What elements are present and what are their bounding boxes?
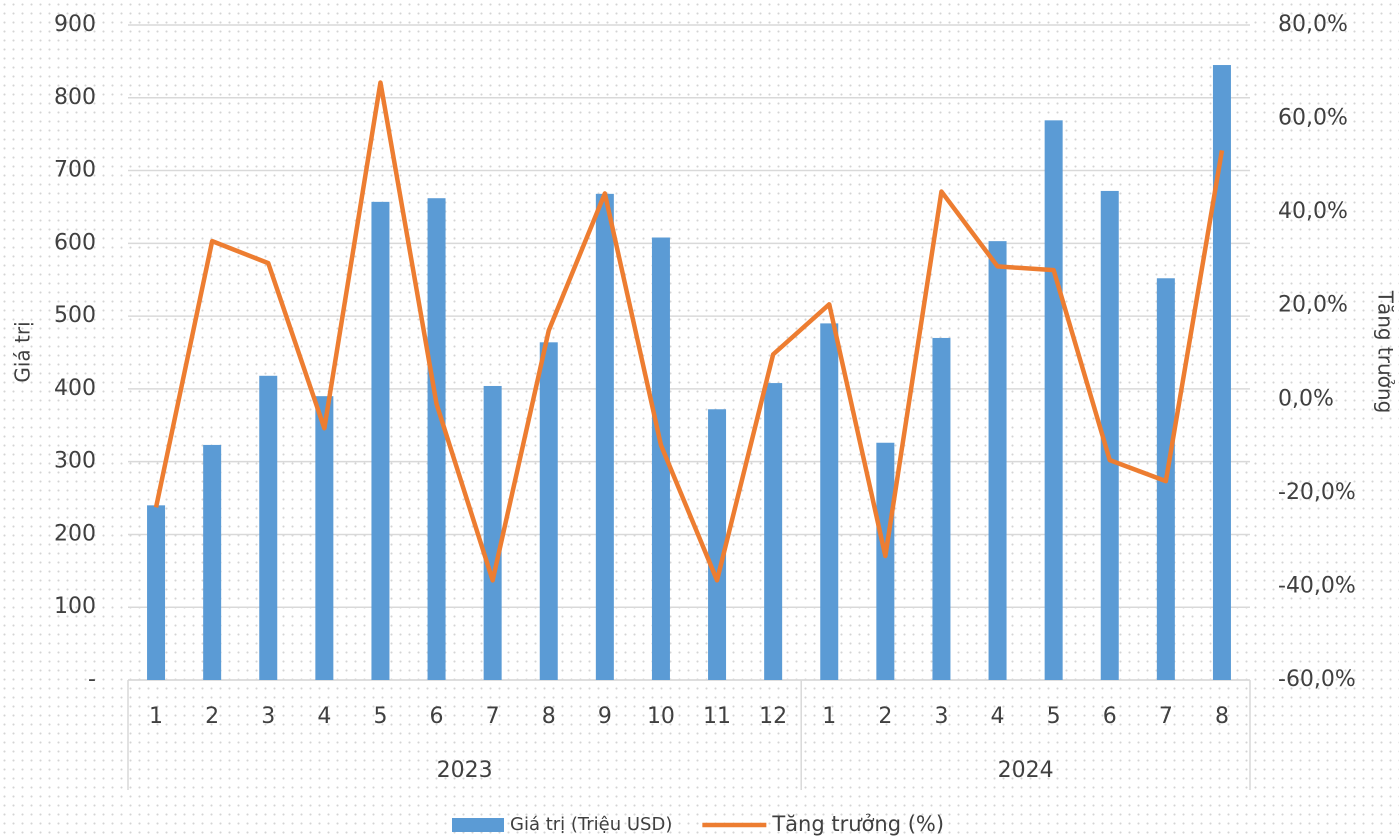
bar [708, 409, 727, 680]
x-tick-label: 5 [1047, 704, 1061, 729]
y2-tick-label: 20,0% [1278, 293, 1348, 318]
x-tick-label: 4 [317, 704, 331, 729]
x-group-label: 2023 [437, 758, 493, 783]
y-tick-label: 700 [54, 158, 96, 183]
legend-label: Tăng trưởng (%) [771, 812, 944, 836]
y-tick-label: 600 [54, 230, 96, 255]
x-tick-label: 6 [430, 704, 444, 729]
y2-tick-label: -40,0% [1278, 573, 1356, 598]
x-tick-label: 8 [1215, 704, 1229, 729]
bar [932, 337, 951, 680]
bar [764, 383, 783, 680]
bar [315, 396, 334, 680]
x-tick-label: 9 [598, 704, 612, 729]
x-tick-label: 11 [703, 704, 731, 729]
x-tick-label: 1 [822, 704, 836, 729]
bar [147, 505, 166, 680]
x-tick-label: 7 [1159, 704, 1173, 729]
y-tick-label: 900 [54, 12, 96, 37]
x-tick-label: 4 [991, 704, 1005, 729]
y-tick-label: 800 [54, 85, 96, 110]
y-tick-label: 100 [54, 594, 96, 619]
x-tick-label: 1 [149, 704, 163, 729]
bar [595, 193, 614, 680]
y-tick-label: 500 [54, 303, 96, 328]
x-tick-label: 12 [759, 704, 787, 729]
bar [876, 442, 895, 680]
y2-tick-label: 80,0% [1278, 12, 1348, 37]
bar [203, 444, 222, 680]
y-tick-label: 300 [54, 449, 96, 474]
y2-tick-label: -60,0% [1278, 667, 1356, 692]
bar [483, 385, 502, 680]
y2-tick-label: 40,0% [1278, 199, 1348, 224]
line [153, 80, 1225, 583]
x-tick-label: 7 [486, 704, 500, 729]
bar [651, 237, 670, 680]
bar [259, 375, 278, 680]
bar [371, 201, 390, 680]
bar [427, 198, 446, 680]
y-tick-label: 200 [54, 521, 96, 546]
bar [1044, 120, 1063, 681]
y2-tick-label: 60,0% [1278, 106, 1348, 131]
legend-swatch [452, 818, 504, 832]
y-tick-label: - [88, 667, 96, 692]
x-tick-label: 10 [647, 704, 675, 729]
y2-tick-label: 0,0% [1278, 386, 1334, 411]
legend-label: Giá trị (Triệu USD) [510, 814, 672, 835]
y-axis-title: Giá trị [11, 321, 35, 382]
bar [1212, 65, 1231, 681]
x-tick-label: 2 [878, 704, 892, 729]
y2-tick-label: -20,0% [1278, 480, 1356, 505]
y-tick-label: 400 [54, 376, 96, 401]
x-tick-label: 2 [205, 704, 219, 729]
x-tick-label: 6 [1103, 704, 1117, 729]
bar [820, 323, 839, 680]
x-tick-label: 3 [934, 704, 948, 729]
bar [539, 342, 558, 680]
bar [988, 241, 1007, 680]
bar [1100, 190, 1119, 680]
y2-axis-title: Tăng trưởng [1374, 290, 1398, 414]
x-tick-label: 8 [542, 704, 556, 729]
x-group-label: 2024 [998, 758, 1054, 783]
x-tick-label: 5 [373, 704, 387, 729]
x-tick-label: 3 [261, 704, 275, 729]
